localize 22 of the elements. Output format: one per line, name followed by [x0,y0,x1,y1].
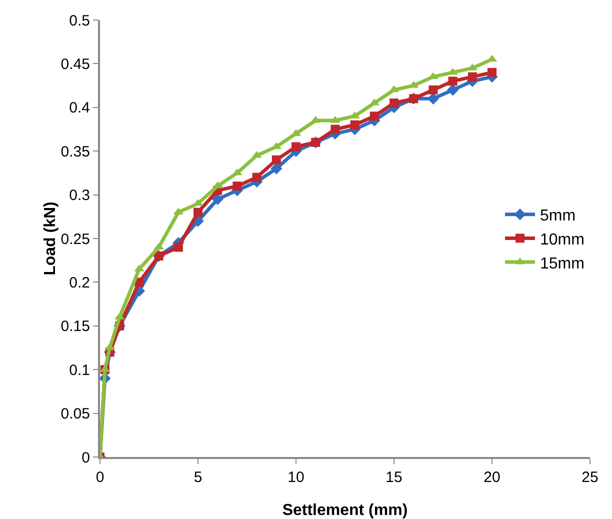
x-tick-label: 15 [386,469,402,486]
legend-label: 15mm [540,255,584,272]
x-tick-label: 5 [194,469,202,486]
y-tick-label: 0.25 [60,230,90,248]
legend-label: 10mm [540,231,584,248]
y-tick-label: 0.4 [69,100,90,117]
y-tick-label: 0.3 [69,187,90,204]
x-tick-label: 10 [288,469,304,486]
y-tick-label: 0 [82,449,90,466]
y-tick-label: 0.2 [69,274,90,292]
y-tick-label: 0.5 [69,12,90,30]
y-tick-label: 0.1 [69,362,90,379]
x-tick-label: 0 [96,469,104,486]
x-axis-title: Settlement (mm) [282,502,408,519]
y-tick-label: 0.35 [60,143,90,160]
y-axis-title: Load (kN) [42,202,59,276]
y-tick-label: 0.45 [60,56,90,73]
y-tick-label: 0.05 [60,406,90,423]
legend-label: 5mm [540,208,576,225]
y-tick-label: 0.15 [60,318,90,336]
x-tick-label: 20 [484,469,500,486]
x-tick-label: 25 [582,469,598,486]
